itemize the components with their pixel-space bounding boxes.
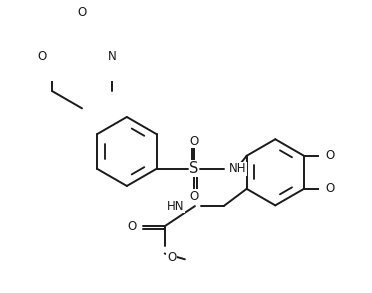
Text: S: S bbox=[189, 161, 199, 176]
Text: O: O bbox=[326, 149, 335, 162]
Text: O: O bbox=[77, 6, 87, 19]
Text: O: O bbox=[189, 190, 199, 202]
Text: N: N bbox=[108, 50, 116, 63]
Text: O: O bbox=[167, 251, 176, 264]
Text: NH: NH bbox=[228, 162, 246, 175]
Text: O: O bbox=[37, 50, 46, 63]
Text: O: O bbox=[128, 220, 137, 233]
Text: O: O bbox=[189, 135, 199, 148]
Text: O: O bbox=[326, 182, 335, 195]
Text: HN: HN bbox=[167, 200, 185, 213]
